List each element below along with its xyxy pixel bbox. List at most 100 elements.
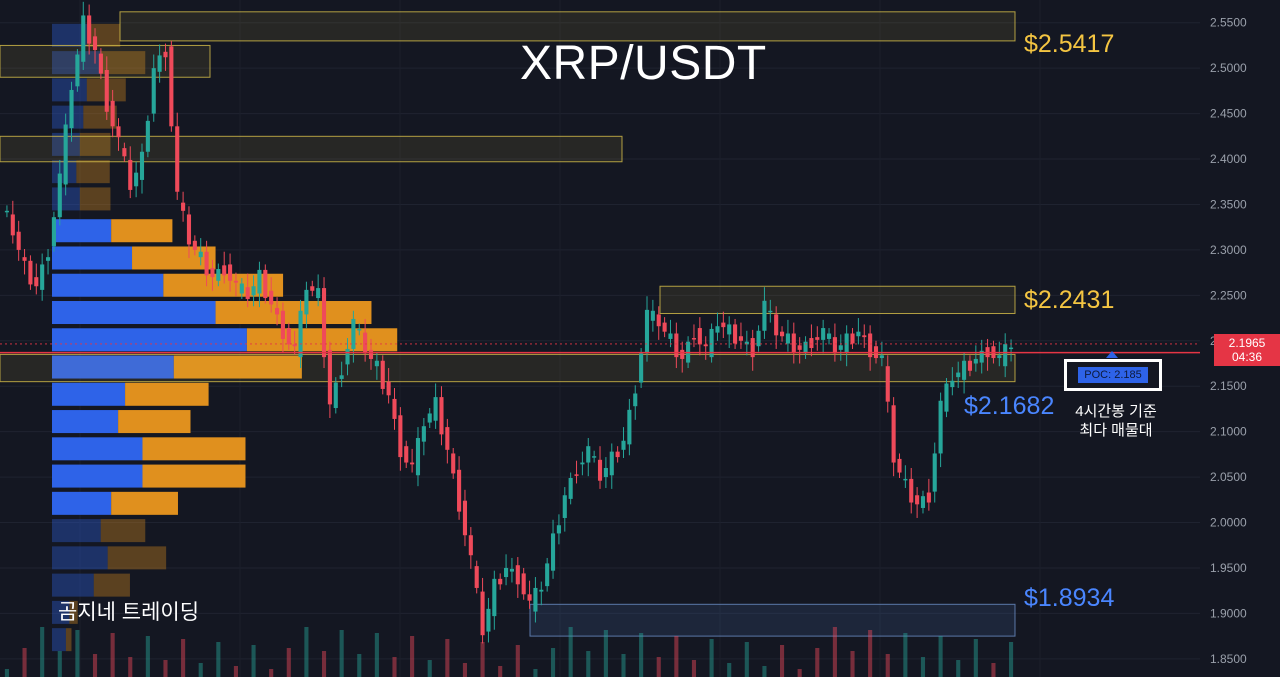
volume-profile-buy — [52, 355, 174, 379]
candle-body — [216, 268, 221, 281]
candle-body — [374, 360, 379, 367]
volume-bar — [515, 645, 520, 677]
candle-body — [69, 89, 74, 129]
candle-body — [962, 360, 967, 380]
watermark: 곰지네 트레이딩 — [58, 601, 200, 624]
candle-body — [251, 286, 256, 296]
candle-body — [128, 159, 133, 190]
volume-bar — [392, 657, 397, 677]
candle-body — [979, 350, 984, 363]
volume-bar — [304, 627, 309, 677]
candle-body — [826, 333, 832, 339]
level-label-2-5417: $2.5417 — [1024, 30, 1115, 58]
volume-profile-buy — [52, 410, 119, 434]
candle-body — [16, 231, 21, 250]
y-tick-label: 2.0500 — [1210, 470, 1247, 484]
candle-body — [368, 349, 374, 359]
volume-profile-buy — [52, 23, 87, 47]
volume-bar — [815, 648, 820, 677]
candle-body — [28, 260, 33, 285]
candle-body — [744, 341, 749, 345]
y-tick-label: 2.4500 — [1210, 107, 1247, 121]
poc-note-line1: 4시간봉 기준 — [1075, 403, 1157, 420]
candle-body — [920, 496, 926, 508]
volume-profile-buy — [52, 78, 87, 102]
candle-body — [145, 120, 150, 152]
candle-body — [674, 333, 679, 358]
candle-body — [104, 69, 109, 112]
volume-bar — [40, 627, 45, 677]
volume-bar — [410, 636, 415, 677]
volume-bar — [181, 639, 186, 677]
candle-body — [345, 348, 350, 365]
volume-profile-buy — [52, 600, 70, 624]
candle-body — [363, 332, 368, 354]
volume-bar — [427, 660, 432, 677]
volume-bar — [568, 627, 573, 677]
candle-body — [316, 288, 321, 299]
volume-bar — [533, 669, 538, 677]
candle-body — [885, 366, 890, 402]
candle-body — [662, 322, 667, 332]
candle-body — [398, 415, 403, 458]
candle-body — [198, 251, 203, 258]
volume-profile-sell — [100, 51, 146, 75]
candle-body — [151, 68, 156, 114]
candle-body — [586, 446, 591, 463]
volume-bar — [586, 651, 591, 677]
candle-body — [139, 151, 145, 180]
volume-bar — [779, 645, 785, 677]
candle-body — [228, 264, 233, 281]
candle-body — [680, 349, 685, 359]
candle-body — [950, 380, 955, 388]
candle-body — [380, 360, 385, 389]
volume-profile-buy — [52, 546, 108, 570]
volume-bar — [216, 642, 221, 677]
volume-profile-sell — [79, 187, 111, 211]
candle-body — [580, 462, 585, 465]
volume-profile-sell — [111, 491, 178, 515]
candle-body — [650, 310, 655, 321]
candle-body — [779, 331, 785, 337]
candle-body — [4, 210, 9, 213]
y-tick-label: 2.3000 — [1210, 243, 1247, 257]
candle-body — [879, 355, 884, 359]
candle-body — [633, 393, 638, 407]
candle-body — [427, 413, 432, 423]
candle-body — [656, 314, 661, 327]
candle-body — [668, 333, 673, 339]
candle-body — [269, 290, 274, 305]
candle-body — [457, 469, 462, 512]
volume-bar — [762, 666, 767, 677]
volume-profile-sell — [79, 132, 111, 156]
volume-bar — [621, 654, 626, 677]
price-zone — [0, 44, 211, 78]
volume-bar — [797, 669, 802, 677]
candle-body — [691, 338, 697, 340]
volume-profile-sell — [69, 600, 78, 624]
candle-body — [462, 500, 468, 536]
candle-body — [480, 591, 485, 636]
volume-bar — [163, 660, 168, 677]
volume-profile-sell — [93, 573, 130, 597]
candle-body — [509, 568, 514, 572]
volume-bar — [973, 639, 978, 677]
volume-bar — [22, 648, 27, 677]
volume-profile-buy — [52, 382, 126, 406]
candle-body — [838, 345, 843, 350]
candle-body — [468, 535, 473, 556]
candle-body — [592, 456, 597, 458]
volume-profile-buy — [52, 301, 216, 325]
volume-bar — [251, 645, 256, 677]
candle-body — [738, 336, 744, 341]
candle-body — [944, 383, 949, 412]
volume-profile-sell — [125, 382, 209, 406]
volume-bar — [57, 651, 62, 677]
volume-profile-buy — [52, 273, 164, 297]
volume-profile-sell — [107, 546, 167, 570]
candle-body — [286, 328, 291, 345]
candle-body — [909, 478, 914, 503]
y-tick-label: 1.9000 — [1210, 606, 1247, 620]
candle-body — [715, 326, 720, 333]
